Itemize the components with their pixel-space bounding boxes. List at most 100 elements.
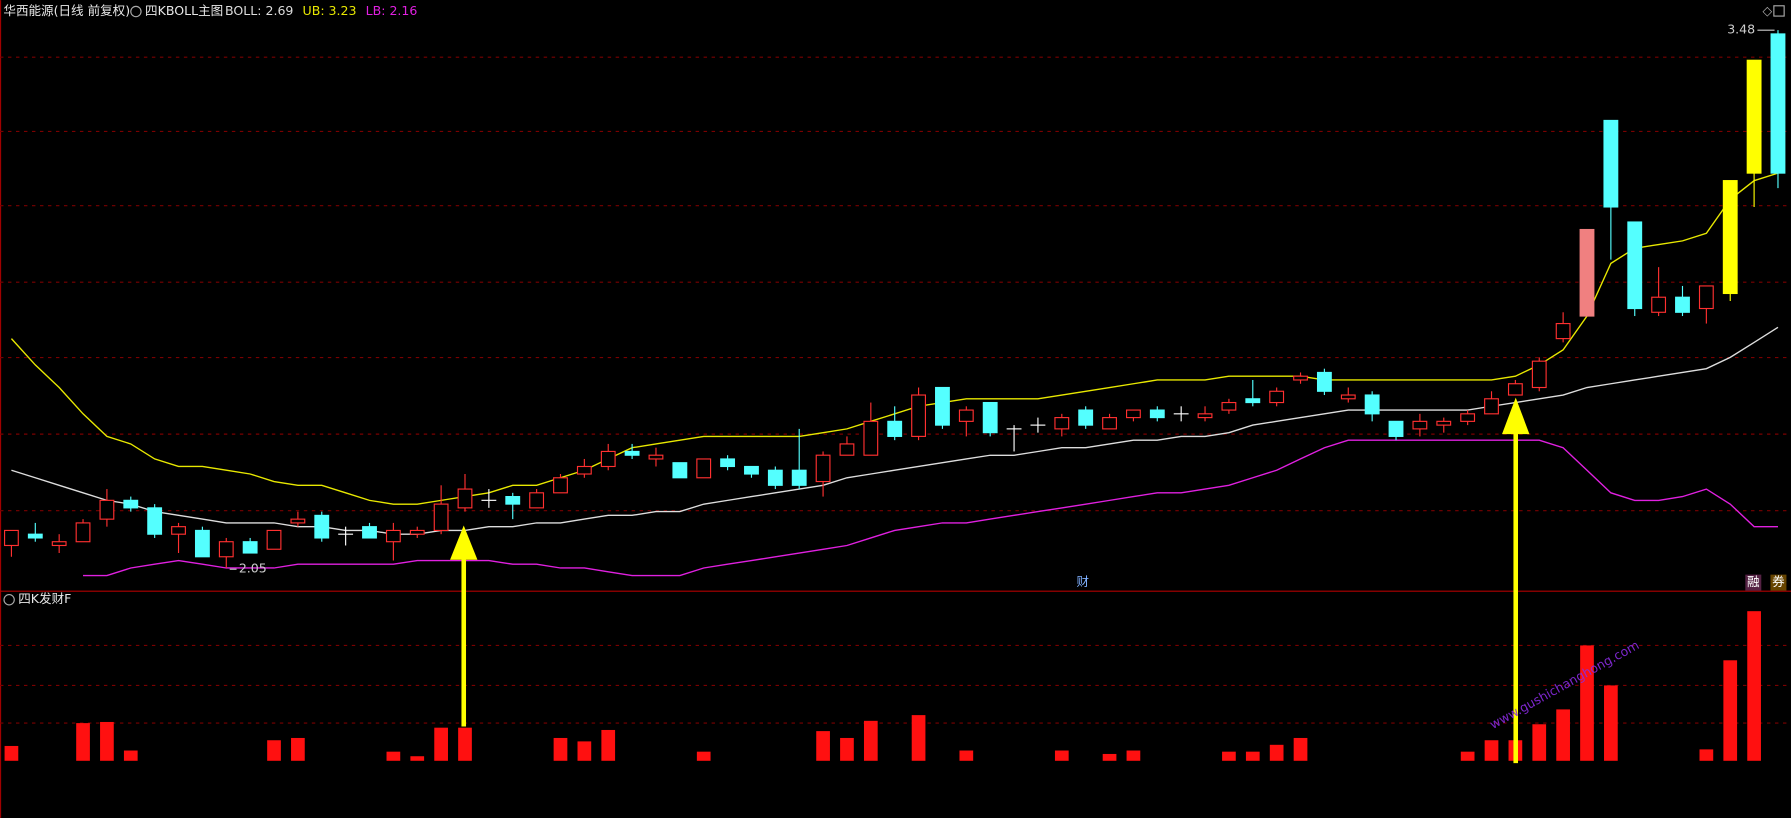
candle-body — [1675, 296, 1690, 313]
indicator-bar — [1699, 749, 1714, 761]
icon[interactable] — [1773, 5, 1785, 17]
indicator-bar — [386, 751, 401, 761]
indicator-bar — [1604, 685, 1618, 761]
candle-body — [1555, 322, 1571, 340]
candle-body — [1340, 394, 1356, 400]
candle-body — [1531, 360, 1547, 389]
candle-body — [1316, 371, 1332, 392]
indicator-bar — [434, 727, 448, 761]
candle-body — [672, 462, 688, 479]
indicator-bar — [863, 720, 878, 761]
menu-icon[interactable] — [130, 5, 142, 18]
max-label: 3.48 — [1727, 22, 1755, 37]
indicator-bar — [1747, 611, 1761, 761]
candle-body — [362, 526, 377, 539]
indicator-bar — [1580, 645, 1594, 761]
candle-body — [1221, 401, 1237, 411]
menu-icon[interactable] — [3, 594, 15, 606]
indicator-bar — [4, 745, 19, 761]
candle-body — [1698, 285, 1714, 310]
candle-body — [99, 499, 115, 520]
arrows — [450, 397, 1530, 764]
indicator-bar — [267, 740, 281, 761]
indicator-bar — [840, 737, 854, 761]
candle-body — [194, 529, 210, 558]
candle-body — [433, 503, 449, 532]
legend-label: UB: 3.23 — [303, 3, 357, 18]
legend-label: BOLL: 2.69 — [225, 3, 293, 18]
indicator-bar — [577, 741, 592, 761]
indicator-bar — [100, 721, 114, 761]
candle-body — [1507, 383, 1523, 396]
marker-label: 财 — [1077, 574, 1090, 589]
candle-body — [767, 469, 783, 486]
indicator-bar — [123, 750, 138, 761]
indicator-bar — [1723, 660, 1738, 761]
candle-body — [648, 454, 664, 460]
sub-chart-title: 四K发财F — [18, 591, 71, 606]
candle-body — [123, 499, 139, 509]
candle-body — [75, 522, 91, 543]
candle-body — [27, 533, 43, 539]
candle-body — [863, 420, 879, 456]
candle-body — [1388, 420, 1404, 437]
candle-body — [290, 518, 306, 524]
candle-body — [576, 465, 592, 475]
candle-body — [147, 507, 163, 535]
indicator-bar — [410, 756, 425, 761]
candle-body — [744, 465, 759, 475]
indicator-bar — [553, 737, 568, 761]
candle-body — [1125, 409, 1141, 419]
indicator-bar — [1245, 751, 1260, 761]
arrow-head — [450, 525, 478, 560]
candle-body — [1293, 375, 1308, 381]
legend-label: LB: 2.16 — [366, 3, 418, 18]
candle-body — [1412, 420, 1428, 430]
indicator-bar — [76, 723, 90, 761]
badge-label: 融 — [1747, 574, 1760, 589]
indicator-bar — [1102, 753, 1117, 761]
indicator-bar — [291, 737, 305, 761]
candle-body — [314, 514, 330, 539]
badge — [1745, 574, 1762, 591]
indicator-bar — [1126, 750, 1141, 761]
candle-body — [1054, 417, 1070, 430]
candle-body — [887, 420, 903, 437]
candle-body — [791, 469, 807, 486]
candle-body — [1746, 59, 1762, 174]
candle-body — [696, 458, 712, 479]
candle-body — [529, 492, 545, 509]
chart-title: 华西能源(日线 前复权) — [3, 3, 130, 18]
boll-line — [11, 326, 1779, 535]
indicator-bar — [816, 731, 830, 761]
candle-body — [1436, 420, 1452, 426]
candle-body — [958, 409, 974, 422]
icon[interactable]: ◇ — [1762, 3, 1772, 18]
candle-body — [242, 541, 258, 554]
candle-body — [218, 541, 234, 558]
indicator-bar — [1484, 740, 1499, 761]
candle-body — [1460, 413, 1476, 422]
indicator-bar — [1556, 709, 1570, 761]
candle-body — [266, 529, 282, 550]
candle-body — [815, 454, 831, 483]
candle-body — [1102, 417, 1117, 430]
candle-body — [600, 450, 616, 468]
legend: BOLL: 2.69 UB: 3.23 LB: 2.16 — [225, 3, 417, 18]
candle-body — [1149, 409, 1165, 419]
candle-body — [1197, 413, 1213, 419]
candle-body — [553, 477, 568, 494]
candle-body — [3, 529, 19, 547]
chart-subtitle: 四KBOLL主图 — [145, 3, 223, 18]
candle-body — [935, 386, 950, 426]
candle-body — [1269, 390, 1285, 404]
candle-body — [1078, 409, 1094, 426]
candle-body — [385, 529, 401, 543]
candle-body — [1484, 398, 1499, 415]
candle-body — [1603, 119, 1619, 208]
candle-body — [1722, 180, 1738, 295]
boll-line — [83, 439, 1778, 577]
candle-body — [1579, 228, 1595, 317]
candle-body — [839, 443, 855, 456]
